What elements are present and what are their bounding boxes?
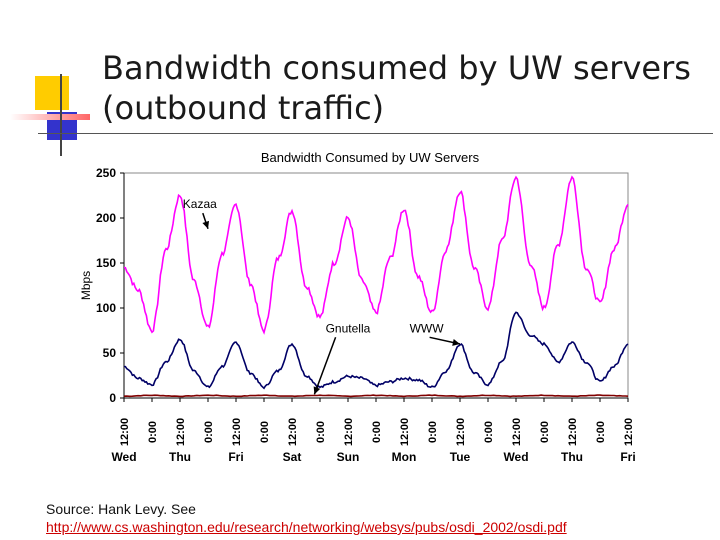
annotation-label-gnutella: Gnutella xyxy=(326,321,371,335)
source-url-link[interactable]: http://www.cs.washington.edu/research/ne… xyxy=(46,519,567,535)
series-line-www xyxy=(123,311,629,390)
day-label: Thu xyxy=(169,450,191,464)
annotation-arrowhead-gnutella xyxy=(313,386,321,395)
y-tick-label: 150 xyxy=(96,256,116,270)
y-tick-label: 200 xyxy=(96,211,116,225)
day-label: Sun xyxy=(337,450,360,464)
deco-red-bar xyxy=(10,114,90,120)
x-tick-label: 0:00 xyxy=(147,421,159,443)
x-tick-label: 0:00 xyxy=(595,421,607,443)
y-tick-label: 0 xyxy=(109,391,116,405)
day-label: Thu xyxy=(561,450,583,464)
day-label: Fri xyxy=(228,450,243,464)
chart-title: Bandwidth Consumed by UW Servers xyxy=(261,150,480,165)
series-line-gnutella xyxy=(123,394,629,398)
x-tick-label: 0:00 xyxy=(371,421,383,443)
day-label: Fri xyxy=(620,450,635,464)
x-tick-label: 0:00 xyxy=(483,421,495,443)
y-tick-label: 100 xyxy=(96,301,116,315)
day-label: Wed xyxy=(111,450,136,464)
x-tick-label: 12:00 xyxy=(343,418,355,446)
series-line-kazaa xyxy=(123,175,629,335)
source-text: Source: Hank Levy. See xyxy=(46,501,196,517)
title-rule xyxy=(38,133,713,134)
x-tick-label: 0:00 xyxy=(203,421,215,443)
source-citation: Source: Hank Levy. See http://www.cs.was… xyxy=(46,500,716,536)
x-tick-label: 12:00 xyxy=(511,418,523,446)
x-tick-label: 12:00 xyxy=(399,418,411,446)
x-tick-label: 0:00 xyxy=(539,421,551,443)
annotation-label-kazaa: Kazaa xyxy=(183,197,217,211)
annotation-label-www: WWW xyxy=(410,321,445,335)
day-label: Wed xyxy=(503,450,528,464)
day-label: Tue xyxy=(450,450,471,464)
x-tick-label: 12:00 xyxy=(287,418,299,446)
bandwidth-chart: Bandwidth Consumed by UW Servers 250 200 15… xyxy=(79,150,636,464)
slide-title: Bandwidth consumed by UW servers (outbou… xyxy=(102,49,691,127)
x-tick-label: 0:00 xyxy=(259,421,271,443)
x-tick-label: 12:00 xyxy=(175,418,187,446)
annotation-arrowhead-www xyxy=(452,339,460,346)
annotation-arrowhead-kazaa xyxy=(202,220,210,229)
y-tick-label: 50 xyxy=(103,346,117,360)
x-tick-label: 12:00 xyxy=(455,418,467,446)
deco-yellow-square xyxy=(35,76,69,110)
x-tick-label: 0:00 xyxy=(315,421,327,443)
y-axis-label: Mbps xyxy=(79,271,93,300)
x-tick-label: 0:00 xyxy=(427,421,439,443)
x-tick-label: 12:00 xyxy=(231,418,243,446)
day-label: Sat xyxy=(283,450,302,464)
annotation-arrow-gnutella xyxy=(313,337,337,395)
day-label: Mon xyxy=(392,450,417,464)
x-tick-label: 12:00 xyxy=(567,418,579,446)
x-tick-label: 12:00 xyxy=(623,418,635,446)
x-tick-label: 12:00 xyxy=(119,418,131,446)
y-tick-label: 250 xyxy=(96,166,116,180)
deco-vertical-line xyxy=(60,74,62,156)
